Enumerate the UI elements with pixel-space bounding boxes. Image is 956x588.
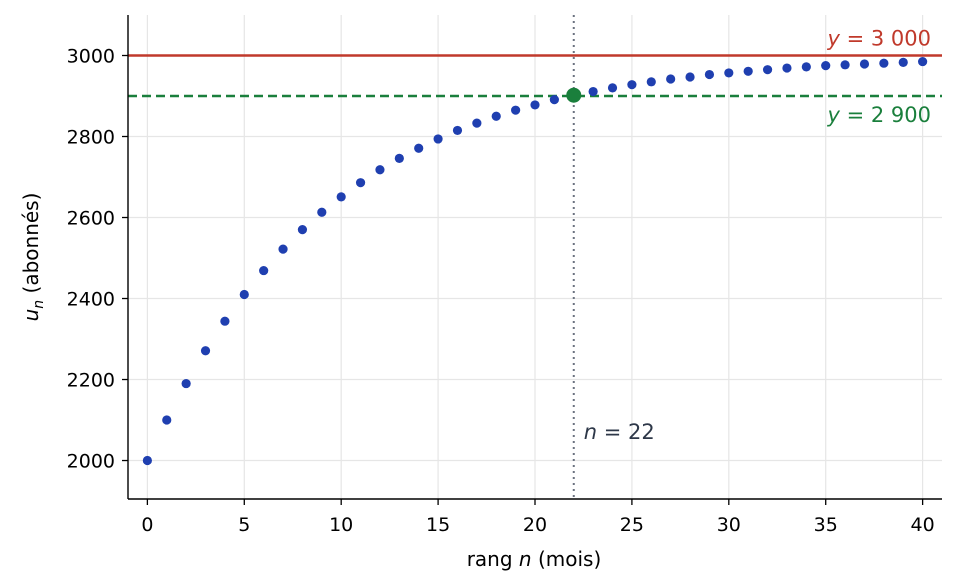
data-point <box>588 86 598 97</box>
x-tick-label: 40 <box>911 514 935 536</box>
data-point <box>530 100 540 110</box>
data-point <box>491 111 501 121</box>
data-point <box>336 192 346 202</box>
vertical-marker-label: n = 22 <box>584 420 655 444</box>
y-tick-label: 2600 <box>67 208 115 230</box>
data-point <box>607 83 618 93</box>
data-point <box>511 105 521 115</box>
x-tick-label: 35 <box>814 514 838 536</box>
data-point <box>918 56 928 67</box>
x-tick-label: 20 <box>523 514 547 536</box>
x-tick-label: 25 <box>620 514 644 536</box>
x-tick-label: 30 <box>717 514 741 536</box>
data-point <box>685 72 695 82</box>
data-point <box>200 346 211 356</box>
data-point <box>375 165 385 175</box>
data-point <box>259 265 269 276</box>
y-tick-label: 3000 <box>67 46 115 68</box>
data-point <box>472 118 482 128</box>
data-point <box>549 95 559 105</box>
data-point <box>724 68 734 78</box>
data-point <box>821 61 831 71</box>
x-tick-label: 0 <box>141 514 153 536</box>
reference-lines <box>128 54 942 98</box>
data-point <box>433 134 443 144</box>
data-point <box>879 58 889 68</box>
highlight-point <box>566 87 582 103</box>
x-tick-label: 5 <box>238 514 250 536</box>
data-point <box>317 207 327 217</box>
data-point <box>704 69 715 80</box>
data-point <box>355 178 366 188</box>
annotations: y = 3 000 y = 2 900 n = 22 <box>584 27 931 444</box>
data-point <box>840 60 850 70</box>
data-point <box>801 62 811 72</box>
data-point <box>762 65 773 75</box>
x-axis-label: rang n (mois) <box>467 547 602 571</box>
y-tick-label: 2000 <box>67 451 115 473</box>
data-point <box>627 80 637 90</box>
data-point <box>782 63 792 73</box>
x-ticks: 0 5 10 15 20 25 30 35 40 <box>141 499 935 536</box>
highlight-point-group <box>566 87 582 103</box>
grid <box>128 15 942 499</box>
y-axis-label: un (abonnés) <box>19 193 47 322</box>
x-tick-label: 15 <box>426 514 450 536</box>
data-point <box>239 289 249 300</box>
data-point <box>743 66 753 76</box>
x-tick-label: 10 <box>329 514 353 536</box>
y-ticks: 2000 2200 2400 2600 2800 3000 <box>67 46 128 473</box>
y-tick-label: 2800 <box>67 127 115 149</box>
data-point <box>452 125 463 136</box>
data-point <box>859 59 870 69</box>
data-point <box>278 244 288 254</box>
data-point <box>142 455 152 466</box>
y-tick-label: 2400 <box>67 289 115 311</box>
data-point <box>162 415 172 425</box>
data-point <box>414 143 424 153</box>
y-tick-label: 2200 <box>67 370 115 392</box>
data-point <box>394 153 404 163</box>
reference-line-label-2900: y = 2 900 <box>826 103 931 127</box>
data-point <box>297 225 308 235</box>
data-points <box>142 56 928 466</box>
data-point <box>646 77 656 87</box>
data-point <box>898 57 908 67</box>
data-point <box>666 74 676 84</box>
reference-line-label-3000: y = 3 000 <box>826 27 931 51</box>
data-point <box>220 316 230 326</box>
data-point <box>181 378 191 389</box>
